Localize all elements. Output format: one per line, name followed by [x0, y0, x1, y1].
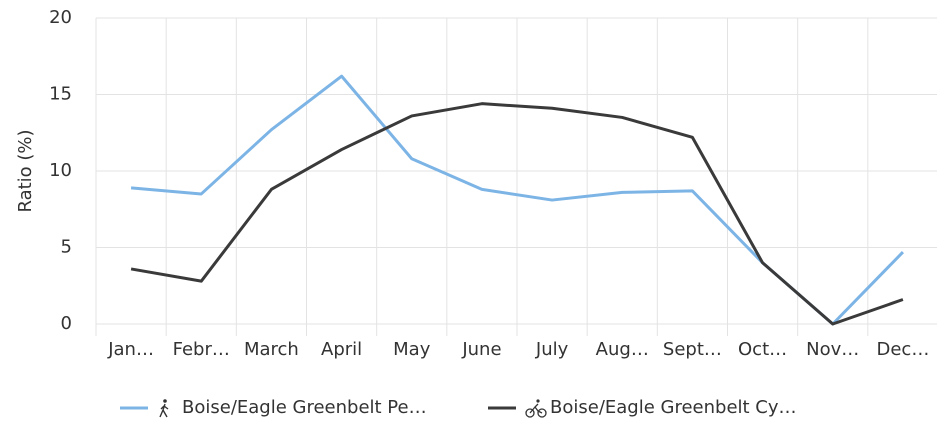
y-tick-label: 0 — [61, 313, 72, 334]
legend-icon — [159, 399, 169, 418]
legend-icon — [525, 399, 547, 418]
icon-part — [529, 403, 543, 414]
icon-part — [536, 399, 540, 403]
x-tick-label: Febr… — [173, 339, 230, 360]
x-tick-label: Aug… — [596, 339, 649, 360]
x-tick-label: Nov… — [806, 339, 859, 360]
icon-part — [537, 408, 547, 418]
x-tick-label: Oct… — [738, 339, 787, 360]
y-tick-label: 5 — [61, 237, 72, 258]
icon-part — [525, 408, 535, 418]
x-tick-label: Jan… — [107, 339, 154, 360]
icon-part — [163, 399, 167, 403]
legend-label: Boise/Eagle Greenbelt Cy… — [550, 397, 797, 418]
x-tick-label: July — [535, 339, 569, 360]
x-tick-label: June — [461, 339, 501, 360]
series-line — [130, 102, 904, 326]
y-tick-label: 20 — [49, 7, 72, 28]
x-tick-label: May — [393, 339, 431, 360]
legend-label: Boise/Eagle Greenbelt Pe… — [182, 397, 427, 418]
y-tick-label: 10 — [49, 160, 72, 181]
x-tick-label: March — [244, 339, 299, 360]
y-tick-label: 15 — [49, 84, 72, 105]
x-tick-label: April — [321, 339, 362, 360]
x-tick-label: Sept… — [663, 339, 722, 360]
icon-part — [159, 403, 169, 418]
x-tick-label: Dec… — [876, 339, 929, 360]
y-axis-label: Ratio (%) — [15, 129, 36, 212]
